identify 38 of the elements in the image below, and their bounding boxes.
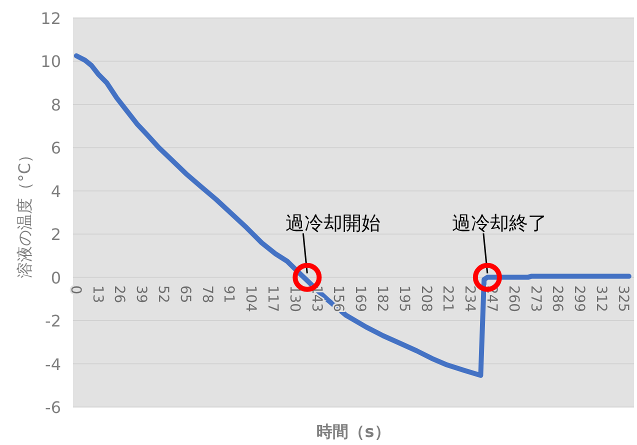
x-tick-label: 260	[505, 285, 522, 312]
y-tick-label: -2	[45, 312, 61, 331]
x-tick-label: 117	[264, 285, 280, 312]
x-tick-label: 13	[89, 285, 106, 304]
y-tick-label: 6	[50, 138, 61, 158]
x-tick-label: 65	[176, 285, 193, 304]
x-axis-title: 時間（s）	[316, 422, 390, 441]
x-tick-label: 26	[111, 285, 128, 304]
x-tick-label: 221	[440, 285, 456, 312]
x-tick-label: 91	[220, 285, 237, 304]
y-tick-label: 0	[50, 268, 61, 288]
y-tick-label: 2	[50, 225, 61, 244]
x-tick-label: 130	[286, 285, 302, 312]
x-tick-label: 325	[614, 285, 631, 312]
x-tick-label: 52	[154, 285, 171, 304]
x-tick-label: 312	[592, 285, 609, 312]
annotation: 過冷却終了	[452, 212, 547, 234]
annotation: 過冷却開始	[286, 212, 381, 234]
x-tick-label: 182	[374, 285, 390, 312]
x-tick-label: 273	[527, 285, 544, 312]
x-tick-label: 78	[198, 285, 215, 304]
x-tick-label: 104	[242, 285, 259, 312]
y-tick-label: 12	[40, 9, 61, 28]
x-tick-label: 156	[330, 285, 346, 312]
x-tick-label: 39	[133, 285, 150, 304]
x-tick-label: 195	[396, 285, 412, 312]
x-tick-label: 286	[549, 285, 566, 312]
y-tick-label: 10	[40, 52, 61, 72]
x-tick-label: 234	[462, 285, 478, 312]
x-tick-label: 0	[67, 285, 84, 294]
y-axis-title: 溶液の温度（°C）	[15, 146, 34, 278]
y-tick-label: -4	[45, 354, 61, 374]
y-tick-label: 4	[50, 182, 61, 201]
y-tick-label: -6	[45, 398, 61, 417]
x-tick-label: 208	[418, 285, 434, 312]
y-tick-label: 8	[50, 95, 61, 114]
x-tick-label: 169	[352, 285, 368, 312]
x-tick-label: 299	[571, 285, 588, 312]
